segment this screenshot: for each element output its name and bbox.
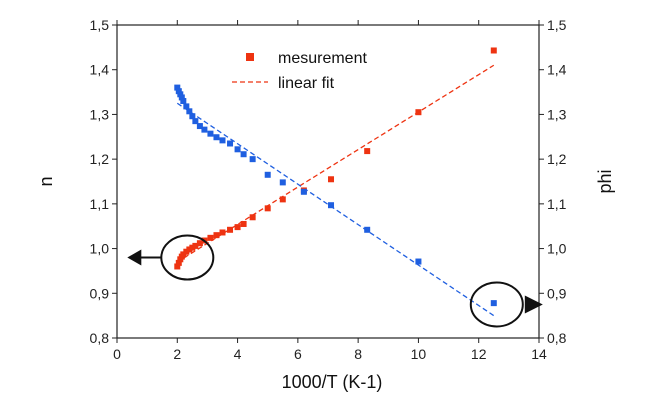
data-point-left: [264, 205, 271, 212]
data-point-left: [234, 224, 241, 231]
data-point-right: [264, 171, 271, 178]
y-left-axis-title: n: [36, 176, 56, 186]
plot-frame: [116, 24, 540, 339]
data-point-right: [192, 118, 199, 125]
data-point-right: [175, 88, 182, 95]
y-right-tick-label: 1,3: [547, 106, 567, 122]
x-tick-label: 8: [354, 346, 362, 362]
y-right-tick-label: 0,8: [547, 330, 567, 346]
fit-lines: [176, 64, 495, 317]
data-point-left: [213, 232, 220, 239]
data-point-right: [207, 130, 214, 137]
data-point-left: [186, 246, 193, 253]
x-tick-label: 0: [113, 346, 121, 362]
x-tick-label: 6: [294, 346, 302, 362]
legend: mesurement linear fit: [232, 50, 367, 92]
data-point-left: [227, 226, 234, 233]
data-point-right: [227, 140, 234, 147]
data-point-left: [415, 109, 422, 116]
data-points: [174, 47, 497, 307]
y-left-tick-label: 1,4: [90, 62, 110, 78]
data-point-left: [219, 229, 226, 236]
data-point-left: [207, 234, 214, 241]
arrow-head-left-icon: [127, 249, 142, 266]
y-left-tick-label: 0,9: [90, 285, 110, 301]
legend-label: linear fit: [278, 75, 335, 92]
data-point-right: [328, 202, 335, 209]
fit-line-left: [176, 64, 495, 263]
y-right-tick-label: 1,2: [547, 151, 567, 167]
data-point-left: [364, 148, 371, 155]
legend-marker-square: [246, 53, 254, 61]
data-point-left: [249, 214, 256, 221]
data-point-left: [279, 196, 286, 203]
data-point-right: [186, 108, 193, 115]
data-point-left: [175, 259, 182, 266]
y-right-tick-label: 1,1: [547, 196, 567, 212]
data-point-right: [490, 300, 497, 307]
data-point-right: [279, 179, 286, 186]
data-point-right: [177, 91, 184, 98]
y-right-tick-label: 0,9: [547, 285, 567, 301]
data-point-left: [174, 263, 181, 270]
data-point-left: [490, 47, 497, 54]
fit-line-right: [176, 102, 495, 317]
y-right-tick-label: 1,5: [547, 17, 567, 33]
data-point-right: [178, 94, 185, 101]
y-right-axis-title: phi: [595, 169, 615, 193]
y-left-tick-label: 1,0: [90, 241, 110, 257]
x-tick-label: 2: [173, 346, 181, 362]
data-point-right: [234, 146, 241, 153]
axis-ticks: 0 2 4 6 8 10 12 140,8 0,80,9 0,91,0 1,01,1 1,11,2 1,…: [90, 17, 567, 362]
plot-border: [116, 24, 540, 339]
data-point-right: [219, 137, 226, 144]
x-tick-label: 10: [411, 346, 427, 362]
y-left-tick-label: 1,2: [90, 151, 110, 167]
axis-labels: 1000/T (K-1) n phi: [36, 169, 615, 392]
data-point-right: [364, 226, 371, 233]
data-point-right: [249, 156, 256, 163]
data-point-right: [180, 98, 187, 105]
data-point-left: [189, 244, 196, 251]
y-right-tick-label: 1,4: [547, 62, 567, 78]
data-point-left: [328, 176, 335, 183]
data-point-left: [192, 242, 199, 249]
y-right-tick-label: 1,0: [547, 241, 567, 257]
data-point-left: [196, 240, 203, 247]
data-point-right: [196, 123, 203, 130]
data-point-right: [213, 134, 220, 141]
y-left-tick-label: 1,3: [90, 106, 110, 122]
data-point-right: [189, 113, 196, 120]
data-point-right: [415, 258, 422, 265]
y-left-tick-label: 0,8: [90, 330, 110, 346]
data-point-right: [183, 103, 190, 110]
annotations: [127, 234, 543, 328]
highlight-circle: [469, 281, 524, 328]
x-axis-title: 1000/T (K-1): [282, 372, 383, 392]
x-tick-label: 12: [471, 346, 487, 362]
x-tick-label: 4: [234, 346, 242, 362]
data-point-left: [240, 220, 247, 227]
data-point-right: [240, 151, 247, 158]
data-point-left: [180, 251, 187, 258]
data-point-right: [300, 188, 307, 195]
y-left-tick-label: 1,1: [90, 196, 110, 212]
arrow-head-right-icon: [524, 295, 543, 314]
legend-label: mesurement: [278, 50, 367, 67]
data-point-left: [183, 248, 190, 255]
data-point-right: [201, 126, 208, 133]
data-point-right: [174, 84, 181, 91]
y-left-tick-label: 1,5: [90, 17, 110, 33]
highlight-circle: [160, 234, 215, 281]
x-tick-label: 14: [531, 346, 547, 362]
